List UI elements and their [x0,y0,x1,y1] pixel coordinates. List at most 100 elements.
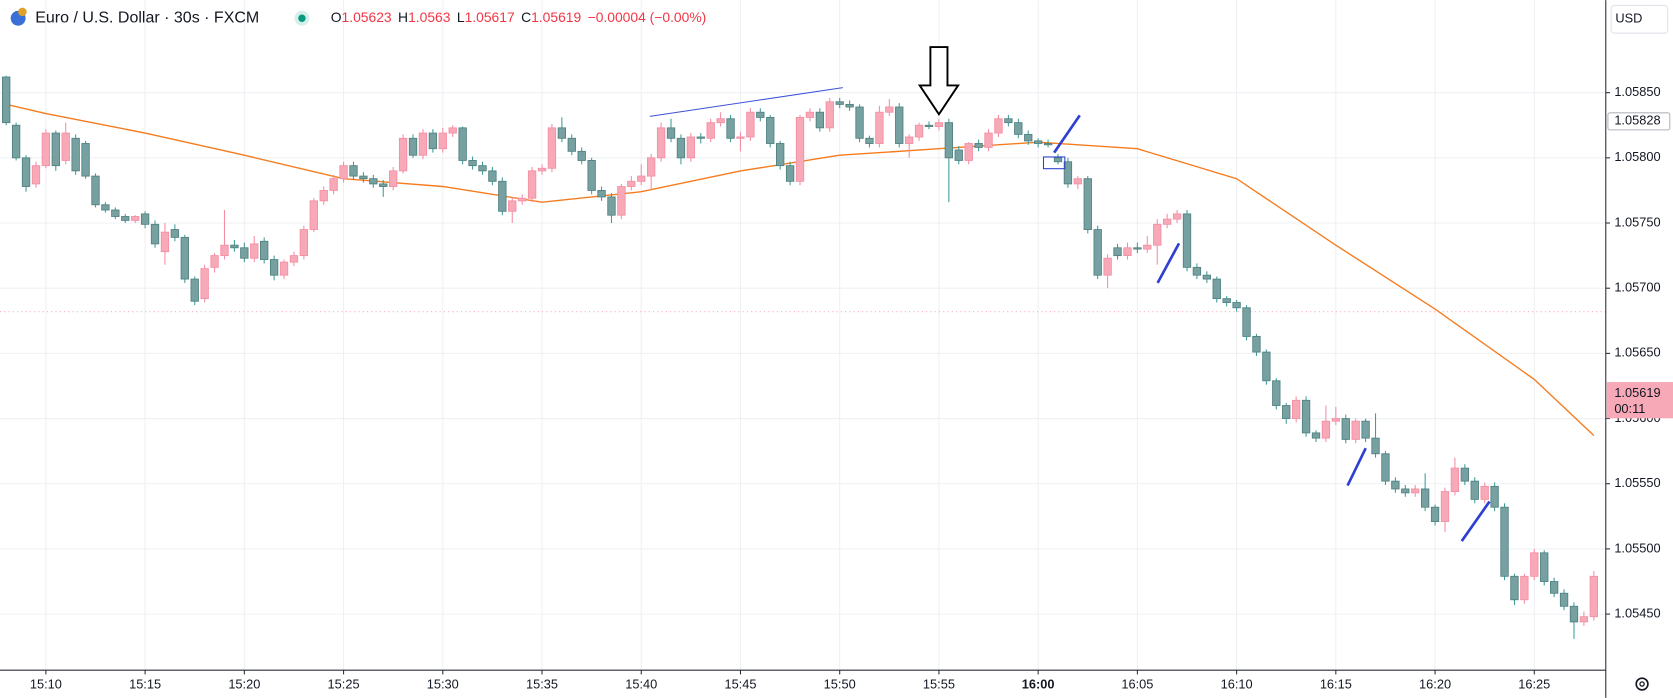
y-tick-label: 1.05500 [1614,540,1660,555]
candle-body [1153,223,1162,246]
candle-body [260,240,269,260]
candle-body [1182,213,1192,268]
candle-body [676,137,686,159]
candle-body [1391,480,1400,490]
candle-body [617,186,626,216]
candle-body [91,175,100,206]
x-tick-label: 15:35 [526,676,558,691]
candle-body [527,170,537,199]
candle-body [408,137,418,156]
candle-body [309,200,318,230]
candle-body [954,149,963,161]
candle-body [1341,418,1350,440]
candle-body [1500,506,1509,577]
candle-body [101,204,110,211]
candle-body [1133,247,1142,250]
candle-body [557,127,567,139]
axes: 1.05850 1.05800 1.05750 1.05700 1.05650 1.056… [30,84,1673,691]
candle-body [1569,605,1579,623]
candle-body [1014,122,1023,135]
candle-body [339,165,348,180]
candle-body [656,127,666,159]
candle-body [11,124,21,159]
settings-icon[interactable] [1635,677,1649,691]
candle-body [468,160,477,167]
candle-body [537,167,547,172]
candle-body [1073,178,1083,185]
candle-body [1540,552,1549,582]
candle-body [924,124,934,127]
candle-body [240,247,249,259]
candle-body [230,244,239,249]
candle-body [1093,229,1102,276]
candle-body [1083,178,1092,230]
candle-body [1192,266,1202,276]
candle-body [577,150,586,161]
candle-body [904,136,914,144]
candle-body [31,165,41,185]
candle-body [1480,485,1489,500]
candle-body [458,127,467,161]
candle-body [150,223,160,245]
candle-body [2,76,11,124]
candle-body [299,229,309,257]
candle-body [1440,491,1450,522]
candle-body [329,178,338,191]
candle-body [1361,420,1370,439]
candle-body [389,170,398,187]
candle-body [756,111,765,118]
candle-body [398,137,408,172]
stroke-annotation [1346,447,1367,487]
candle-body [121,216,130,221]
x-tick-label: 15:20 [228,676,260,691]
x-tick-label: 15:15 [129,676,161,691]
price-badge-label: 1.05619 [1614,385,1660,400]
candle-body [250,243,259,259]
box-annotation [1042,156,1066,170]
candle-body [319,190,328,202]
candle-body [349,165,358,177]
ohlc-value: 1.0563 [408,9,451,25]
candle-body [934,122,944,127]
candle-body [597,190,606,198]
candle-body [1381,453,1390,482]
candle-body [1162,218,1172,225]
candle-body [1331,418,1341,422]
candle-body [875,111,884,144]
currency-label[interactable]: USD [1615,11,1642,26]
candle-body [746,111,755,138]
candle-body [1460,467,1469,482]
candle-body [1589,575,1598,618]
price-badge-countdown: 00:11 [1614,401,1645,416]
candle-body [428,132,438,150]
settings-icon-core[interactable] [1639,681,1645,687]
x-tick-label: 15:10 [30,676,62,691]
candle-body [825,101,834,129]
x-tick-label: 16:25 [1518,676,1550,691]
x-tick-label: 15:30 [427,676,459,691]
ohlc-key: L [457,9,465,25]
candle-body [1232,302,1241,309]
candle-body [269,259,279,276]
candle-body [1301,399,1311,434]
candle-body [1033,140,1043,144]
candle-body [805,111,815,118]
candle-body [1113,247,1122,257]
candle-body [1520,575,1529,601]
candle-body [279,261,289,276]
ohlc-key: H [398,9,408,25]
x-tick-label: 16:00 [1022,676,1055,691]
candle-body [855,106,864,139]
settings-icon-ring[interactable] [1635,677,1649,691]
candle-body [1510,575,1519,601]
currency-button[interactable] [1610,4,1669,34]
candle-body [1242,307,1251,337]
stroke-annotation [1156,242,1181,284]
status-dot [298,14,306,22]
ohlc-value: 1.05617 [465,9,515,25]
candle-body [289,255,299,263]
candle-body [1549,581,1559,594]
y-tick-label: 1.05800 [1614,149,1660,164]
candle-body [865,137,874,144]
